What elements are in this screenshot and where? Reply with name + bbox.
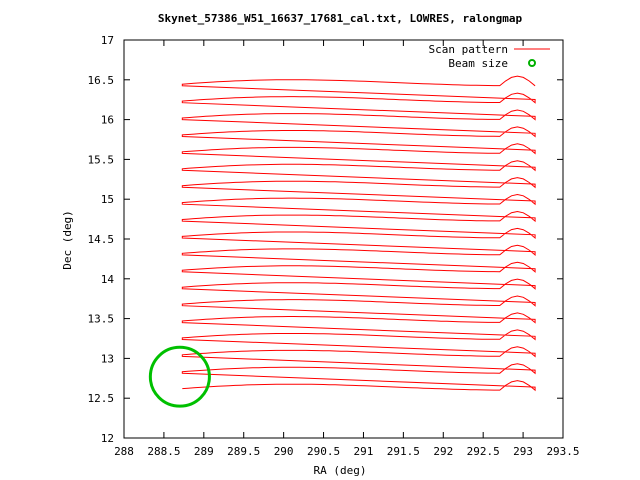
x-tick-label: 292.5: [467, 445, 500, 458]
axis-ticks: [123, 39, 564, 439]
x-tick-labels: 288 288.5 289 289.5 290 290.5 291 291.5 292 292.5…: [114, 445, 580, 458]
legend-label-beam-size: Beam size: [448, 57, 508, 70]
scan-pattern-line: [181, 75, 536, 392]
chart-title: Skynet_57386_W51_16637_17681_cal.txt, LO…: [158, 12, 523, 25]
x-tick-label: 288: [114, 445, 134, 458]
y-axis-label: Dec (deg): [61, 210, 74, 270]
beam-size-circle: [148, 345, 211, 408]
x-tick-label: 288.5: [147, 445, 180, 458]
y-tick-label: 15.5: [88, 153, 115, 166]
x-tick-label: 293.5: [546, 445, 579, 458]
plot-frame: [123, 39, 564, 439]
x-axis-label: RA (deg): [314, 464, 367, 477]
y-tick-label: 13: [101, 352, 114, 365]
legend: Scan pattern Beam size: [429, 43, 550, 70]
x-tick-label: 290: [274, 445, 294, 458]
x-tick-label: 289.5: [227, 445, 260, 458]
y-tick-label: 14.5: [88, 233, 115, 246]
y-tick-label: 16: [101, 114, 114, 127]
legend-label-scan-pattern: Scan pattern: [429, 43, 508, 56]
y-tick-label: 14: [101, 273, 115, 286]
y-tick-labels: 12 12.5 13 13.5 14 14.5 15 15.5 16 16.5 17: [88, 34, 115, 445]
y-tick-label: 15: [101, 193, 114, 206]
x-tick-label: 291.5: [387, 445, 420, 458]
y-tick-label: 13.5: [88, 313, 115, 326]
scan-pattern-series: [181, 75, 536, 392]
y-tick-label: 12.5: [88, 392, 115, 405]
x-tick-label: 289: [194, 445, 214, 458]
legend-swatch-beam-size: [528, 59, 536, 67]
beam-size-series: [148, 345, 211, 408]
x-tick-label: 292: [433, 445, 453, 458]
y-tick-label: 17: [101, 34, 114, 47]
x-tick-label: 291: [354, 445, 374, 458]
y-tick-label: 16.5: [88, 74, 115, 87]
x-tick-label: 290.5: [307, 445, 340, 458]
x-tick-label: 293: [513, 445, 533, 458]
y-tick-label: 12: [101, 432, 114, 445]
